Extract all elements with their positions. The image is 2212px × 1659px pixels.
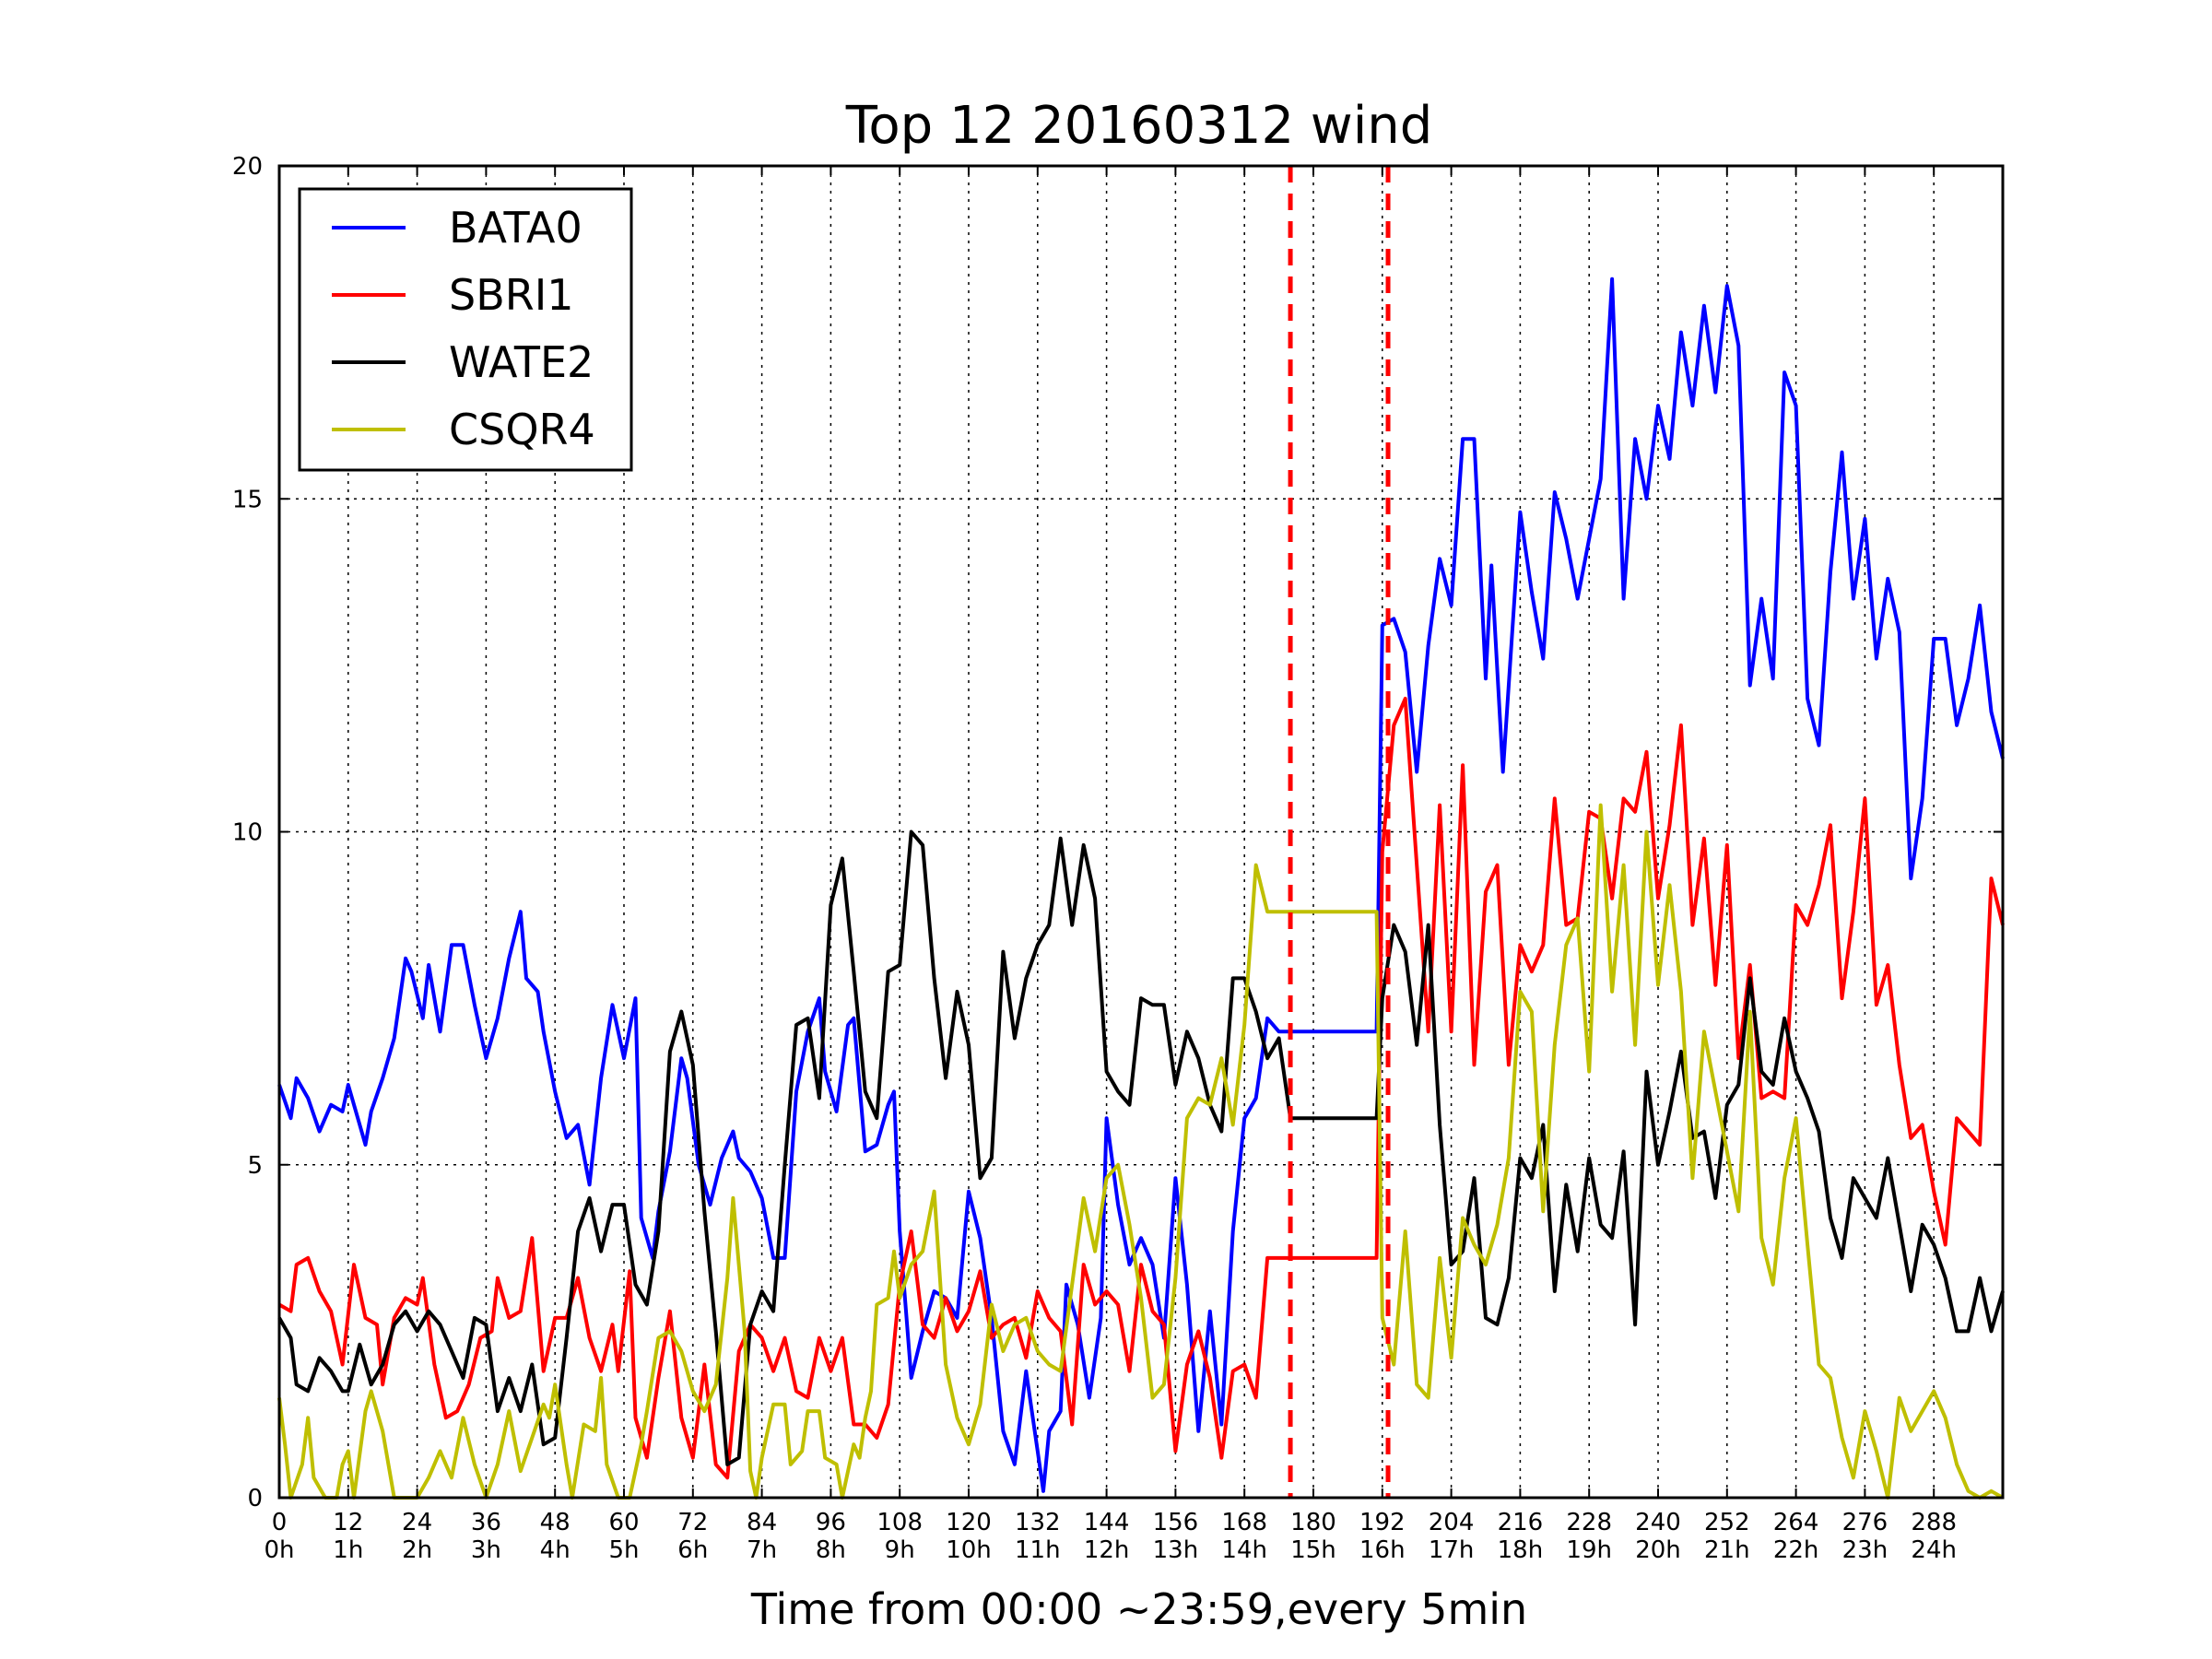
x-tick-sublabel: 18h [1498, 1536, 1544, 1564]
x-tick-sublabel: 22h [1773, 1536, 1819, 1564]
x-tick-sublabel: 21h [1704, 1536, 1750, 1564]
x-tick-sublabel: 8h [816, 1536, 846, 1564]
x-tick-label: 132 [1015, 1509, 1061, 1536]
x-tick-sublabel: 10h [946, 1536, 992, 1564]
x-tick-sublabel: 7h [747, 1536, 777, 1564]
x-tick-label: 0 [272, 1509, 288, 1536]
x-tick-label: 276 [1842, 1509, 1888, 1536]
x-tick-label: 252 [1704, 1509, 1750, 1536]
x-tick-label: 84 [747, 1509, 777, 1536]
x-tick-label: 24 [402, 1509, 432, 1536]
x-tick-sublabel: 20h [1635, 1536, 1681, 1564]
y-tick-label: 15 [232, 486, 263, 513]
plot-area [277, 276, 2005, 1500]
x-tick-sublabel: 17h [1429, 1536, 1475, 1564]
x-tick-sublabel: 4h [540, 1536, 571, 1564]
legend-label: CSQR4 [449, 405, 595, 454]
legend-box [298, 187, 633, 472]
series-line-csqr4 [277, 803, 2004, 1500]
y-tick-label: 10 [232, 819, 263, 847]
chart-title: Top 12 20160312 wind [845, 96, 1433, 156]
legend-label: SBRI1 [449, 270, 574, 320]
x-tick-label: 108 [877, 1509, 923, 1536]
x-tick-label: 60 [608, 1509, 639, 1536]
y-tick-label: 5 [247, 1152, 263, 1180]
x-tick-sublabel: 0h [264, 1536, 294, 1564]
x-axis-label: Time from 00:00 ~23:59,every 5min [750, 1584, 1527, 1634]
x-tick-sublabel: 5h [608, 1536, 639, 1564]
x-tick-label: 192 [1359, 1509, 1406, 1536]
x-tick-label: 228 [1566, 1509, 1612, 1536]
x-tick-label: 216 [1498, 1509, 1544, 1536]
x-tick-sublabel: 11h [1015, 1536, 1061, 1564]
x-tick-label: 36 [471, 1509, 501, 1536]
x-tick-label: 12 [333, 1509, 363, 1536]
x-tick-sublabel: 12h [1084, 1536, 1130, 1564]
x-tick-sublabel: 3h [471, 1536, 501, 1564]
series-line-sbri1 [278, 697, 2005, 1480]
legend: BATA0 SBRI1 WATE2 CSQR4 [298, 187, 633, 472]
legend-label: BATA0 [449, 203, 582, 253]
y-tick-label: 0 [247, 1485, 263, 1512]
x-tick-sublabel: 14h [1221, 1536, 1267, 1564]
x-tick-sublabel: 9h [885, 1536, 915, 1564]
x-tick-label: 180 [1290, 1509, 1336, 1536]
x-tick-label: 240 [1635, 1509, 1681, 1536]
marker-lines [1288, 166, 1391, 1498]
x-tick-label: 156 [1153, 1509, 1199, 1536]
x-tick-label: 168 [1221, 1509, 1267, 1536]
x-tick-label: 72 [677, 1509, 708, 1536]
x-tick-sublabel: 6h [677, 1536, 708, 1564]
x-tick-label: 48 [540, 1509, 571, 1536]
x-tick-label: 96 [816, 1509, 846, 1536]
x-tick-sublabel: 23h [1842, 1536, 1888, 1564]
x-tick-sublabel: 13h [1153, 1536, 1199, 1564]
y-tick-label: 20 [232, 153, 263, 181]
x-tick-label: 144 [1084, 1509, 1130, 1536]
x-tick-sublabel: 1h [333, 1536, 363, 1564]
x-tick-label: 288 [1911, 1509, 1957, 1536]
x-tick-sublabel: 19h [1566, 1536, 1612, 1564]
x-tick-sublabel: 2h [402, 1536, 432, 1564]
x-tick-sublabel: 15h [1290, 1536, 1336, 1564]
legend-label: WATE2 [449, 337, 594, 387]
x-tick-label: 120 [946, 1509, 992, 1536]
x-tick-label: 204 [1429, 1509, 1475, 1536]
x-tick-sublabel: 16h [1359, 1536, 1406, 1564]
series-line-bata0 [277, 276, 2005, 1493]
x-tick-label: 264 [1773, 1509, 1819, 1536]
x-tick-sublabel: 24h [1911, 1536, 1957, 1564]
